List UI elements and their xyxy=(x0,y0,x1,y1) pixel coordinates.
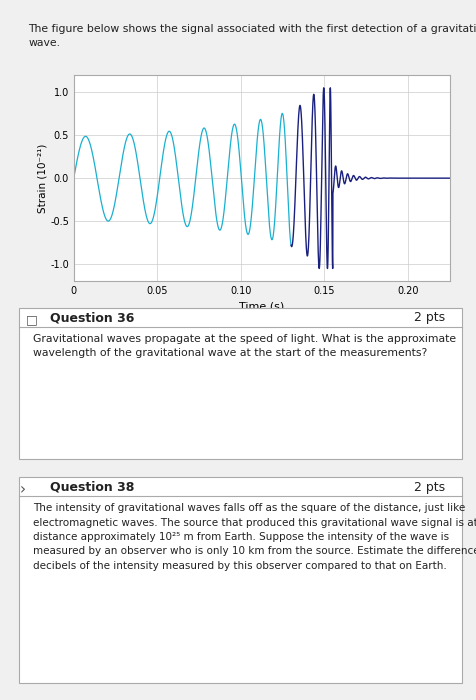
Text: 2 pts: 2 pts xyxy=(414,312,445,325)
Text: 2 pts: 2 pts xyxy=(414,481,445,494)
Y-axis label: Strain (10⁻²¹): Strain (10⁻²¹) xyxy=(37,144,47,213)
Text: The figure below shows the signal associated with the first detection of a gravi: The figure below shows the signal associ… xyxy=(29,25,476,48)
Text: The intensity of gravitational waves falls off as the square of the distance, ju: The intensity of gravitational waves fal… xyxy=(33,503,476,571)
Text: Gravitational waves propagate at the speed of light. What is the approximate
wav: Gravitational waves propagate at the spe… xyxy=(33,334,456,358)
Text: ›: › xyxy=(20,482,26,497)
Text: Question 38: Question 38 xyxy=(50,481,134,494)
Text: □: □ xyxy=(26,313,38,326)
X-axis label: Time (s): Time (s) xyxy=(239,302,285,312)
Text: Question 36: Question 36 xyxy=(50,312,134,325)
